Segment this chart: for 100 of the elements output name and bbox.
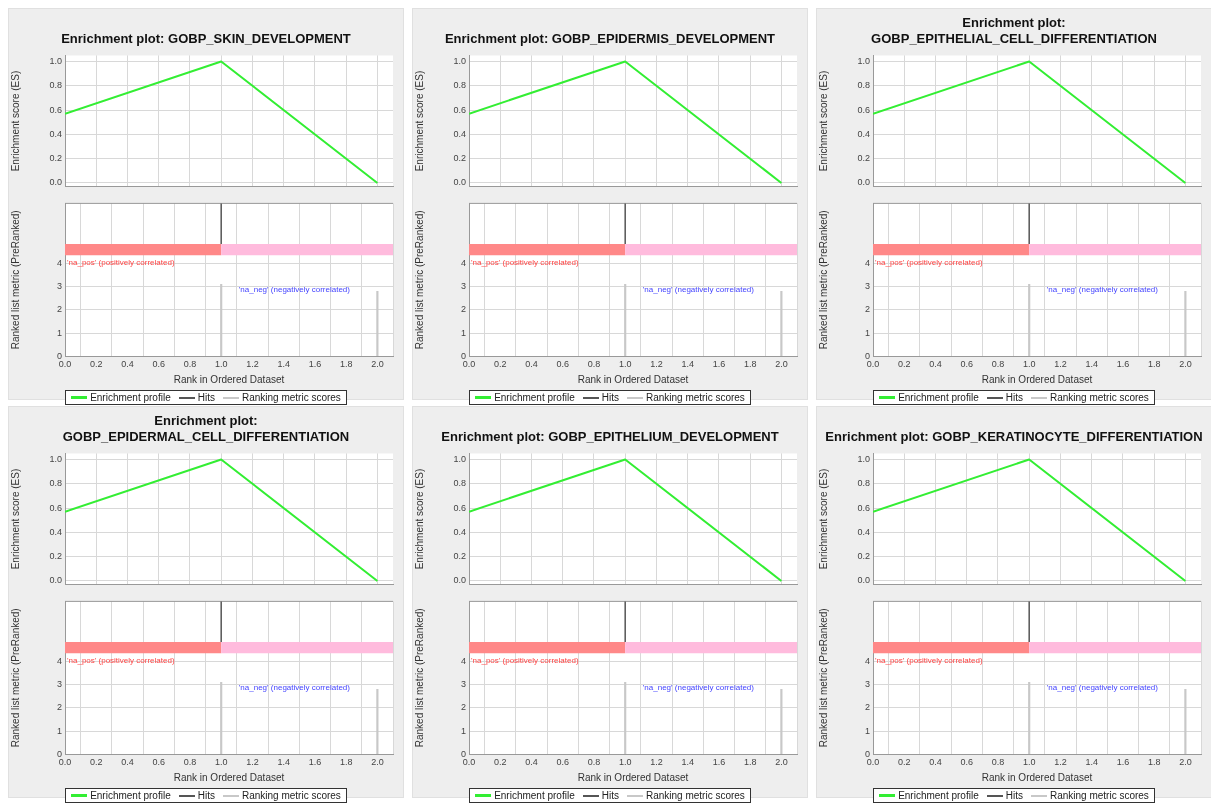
x-tick-label: 0.2	[89, 359, 103, 370]
y-tick-label: 0.0	[453, 575, 466, 586]
x-tick-label: 0.8	[183, 359, 197, 370]
y-tick-label: 3	[56, 281, 62, 292]
y-tick-label: 0	[460, 748, 466, 759]
annotation: 'na_pos' (positively correlated)	[875, 257, 983, 267]
x-tick-label: 0.8	[183, 757, 197, 768]
y-tick-label: 0.4	[857, 128, 870, 139]
x-tick-label: 2.0	[1179, 757, 1192, 768]
y-tick-label: 0.2	[857, 153, 870, 164]
y-axis-title: Enrichment score (ES)	[817, 70, 829, 172]
x-tick-label: 1.2	[650, 757, 663, 768]
annotation: 'na_neg' (negatively correlated)	[1046, 682, 1159, 692]
legend-label: Ranking metric scores	[645, 392, 745, 403]
x-tick-label: 0.8	[587, 757, 601, 768]
x-tick-label: 0.4	[929, 359, 942, 370]
annotation: 'na_neg' (negatively correlated)	[642, 682, 755, 692]
chart-title: Enrichment plot: GOBP_EPITHELIAL_CELL_DIFFERENTIATION	[870, 14, 1158, 47]
y-tick-label: 3	[460, 679, 466, 690]
y-tick-label: 1	[56, 725, 62, 736]
legend-label: Ranking metric scores	[1049, 790, 1149, 801]
y-tick-label: 0.2	[453, 551, 466, 562]
x-tick-label: 1.2	[1054, 359, 1067, 370]
x-axis-title: Rank in Ordered Dataset	[173, 373, 285, 385]
y-tick-label: 0.2	[453, 153, 466, 164]
x-tick-label: 1.0	[1022, 359, 1036, 370]
legend-label: Enrichment profile	[90, 392, 171, 403]
x-tick-label: 0.4	[525, 757, 538, 768]
x-tick-label: 0.8	[991, 757, 1005, 768]
y-tick-label: 4	[56, 258, 62, 269]
legend-label: Hits	[197, 790, 215, 801]
y-tick-label: 3	[460, 281, 466, 292]
x-tick-label: 1.8	[339, 359, 353, 370]
legend-label: Ranking metric scores	[241, 790, 341, 801]
legend-label: Enrichment profile	[494, 790, 575, 801]
x-tick-label: 0.6	[152, 757, 165, 768]
y-tick-label: 0	[56, 748, 62, 759]
x-axis-title: Rank in Ordered Dataset	[981, 373, 1093, 385]
y-tick-label: 1.0	[453, 453, 466, 464]
x-tick-label: 2.0	[371, 757, 384, 768]
legend-label: Enrichment profile	[90, 790, 171, 801]
annotation: 'na_pos' (positively correlated)	[875, 655, 983, 665]
y-tick-label: 0.6	[857, 502, 870, 513]
y-axis-title: Ranked list metric (PreRanked)	[9, 608, 21, 748]
x-tick-label: 1.8	[1147, 359, 1161, 370]
y-tick-label: 0.6	[453, 104, 466, 115]
legend-label: Hits	[197, 392, 215, 403]
y-tick-label: 0.0	[49, 177, 62, 188]
y-axis-title: Enrichment score (ES)	[9, 468, 21, 570]
y-tick-label: 2	[864, 702, 870, 713]
x-tick-label: 1.0	[618, 359, 632, 370]
y-tick-label: 1	[864, 725, 870, 736]
x-tick-label: 0.6	[556, 359, 569, 370]
x-tick-label: 1.4	[1085, 757, 1098, 768]
y-tick-label: 0.0	[857, 177, 870, 188]
chart-title: Enrichment plot: GOBP_KERATINOCYTE_DIFFERENTIATION	[824, 428, 1204, 445]
y-tick-label: 0.0	[49, 575, 62, 586]
y-tick-label: 4	[864, 656, 870, 667]
annotation: 'na_pos' (positively correlated)	[67, 257, 175, 267]
x-tick-label: 1.0	[618, 757, 632, 768]
y-tick-label: 3	[864, 281, 870, 292]
annotation: 'na_neg' (negatively correlated)	[1046, 284, 1159, 294]
legend-label: Hits	[1005, 392, 1023, 403]
x-tick-label: 0.2	[897, 359, 911, 370]
y-tick-label: 1.0	[857, 55, 870, 66]
x-tick-label: 1.6	[308, 757, 322, 768]
x-tick-label: 0.8	[991, 359, 1005, 370]
y-tick-label: 1	[460, 327, 466, 338]
x-tick-label: 1.8	[743, 359, 757, 370]
y-tick-label: 0.8	[453, 80, 466, 91]
y-tick-label: 1.0	[49, 55, 62, 66]
x-tick-label: 0.6	[960, 757, 973, 768]
y-axis-title: Ranked list metric (PreRanked)	[413, 608, 425, 748]
x-tick-label: 1.0	[214, 359, 228, 370]
x-tick-label: 1.8	[1147, 757, 1161, 768]
chart-title: Enrichment plot: GOBP_EPIDERMIS_DEVELOPMENT	[443, 30, 777, 47]
y-tick-label: 2	[56, 304, 62, 315]
y-tick-label: 0.8	[49, 80, 62, 91]
x-tick-label: 1.4	[277, 359, 290, 370]
y-axis-title: Enrichment score (ES)	[413, 468, 425, 570]
y-tick-label: 0.4	[453, 128, 466, 139]
y-axis-title: Enrichment score (ES)	[9, 70, 21, 172]
y-tick-label: 0	[864, 350, 870, 361]
x-tick-label: 0.2	[897, 757, 911, 768]
y-tick-label: 0.4	[857, 526, 870, 537]
y-tick-label: 1	[460, 725, 466, 736]
y-tick-label: 4	[460, 656, 466, 667]
y-tick-label: 4	[56, 656, 62, 667]
x-tick-label: 1.6	[712, 757, 726, 768]
x-tick-label: 0.4	[121, 757, 134, 768]
y-tick-label: 0	[56, 350, 62, 361]
x-tick-label: 0.6	[152, 359, 165, 370]
y-tick-label: 4	[460, 258, 466, 269]
x-tick-label: 2.0	[1179, 359, 1192, 370]
x-axis-title: Rank in Ordered Dataset	[577, 373, 689, 385]
x-tick-label: 1.8	[743, 757, 757, 768]
x-tick-label: 0.2	[493, 359, 507, 370]
chart-title: Enrichment plot: GOBP_EPITHELIUM_DEVELOPMENT	[440, 428, 780, 445]
legend-label: Ranking metric scores	[645, 790, 745, 801]
x-tick-label: 0.8	[587, 359, 601, 370]
